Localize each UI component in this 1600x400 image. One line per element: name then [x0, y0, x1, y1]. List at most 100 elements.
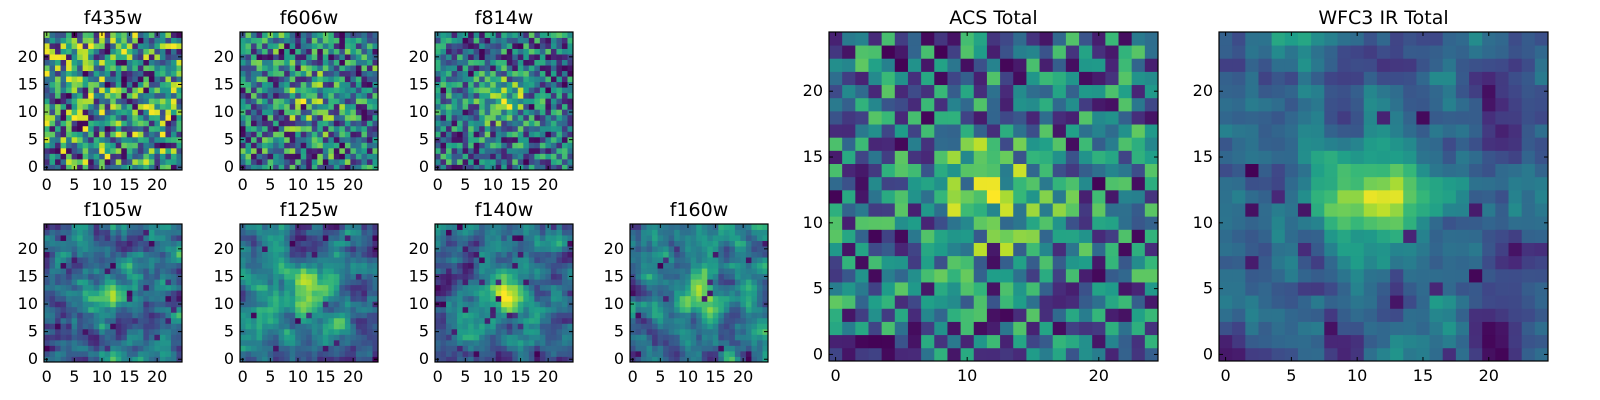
heatmap-cell — [1000, 189, 1014, 204]
heatmap-cell — [154, 48, 161, 55]
heatmap-cell — [451, 76, 458, 83]
heatmap-cell — [126, 76, 133, 83]
heatmap-cell — [501, 65, 508, 72]
heatmap-cell — [66, 295, 72, 302]
heatmap-cell — [674, 306, 681, 313]
heatmap-cell — [534, 273, 541, 280]
heatmap-cell — [1131, 163, 1146, 178]
heatmap-cell — [545, 125, 552, 132]
heatmap-cell — [121, 251, 128, 258]
heatmap-cell — [829, 308, 843, 322]
heatmap-cell — [143, 356, 150, 363]
heatmap-cell — [55, 131, 61, 138]
heatmap-cell — [284, 92, 291, 99]
heatmap-cell — [855, 150, 869, 164]
heatmap-cell — [556, 295, 563, 302]
heatmap-cell — [333, 356, 340, 363]
heatmap-cell — [350, 109, 357, 116]
heatmap-cell — [855, 334, 869, 349]
heatmap-cell — [712, 334, 719, 341]
heatmap-cell — [300, 76, 307, 83]
heatmap-cell — [366, 273, 373, 280]
heatmap-cell — [170, 284, 177, 291]
heatmap-cell — [740, 339, 747, 346]
heatmap-cell — [333, 229, 340, 236]
heatmap-cell — [712, 229, 719, 236]
heatmap-cell — [490, 87, 497, 94]
heatmap-cell — [121, 65, 128, 72]
heatmap-cell — [435, 290, 441, 297]
heatmap-cell — [115, 48, 122, 55]
heatmap-cell — [663, 295, 670, 302]
heatmap-cell — [333, 290, 340, 297]
heatmap-cell — [646, 317, 653, 324]
heatmap-cell — [350, 70, 357, 77]
heatmap-cell — [723, 257, 730, 264]
heatmap-cell — [344, 125, 351, 132]
heatmap-cell — [99, 65, 106, 72]
heatmap-cell — [696, 273, 703, 280]
heatmap-cell — [99, 235, 106, 241]
heatmap-cell — [240, 312, 246, 319]
heatmap-cell — [295, 235, 302, 241]
heatmap-cell — [986, 255, 1001, 270]
heatmap-cell — [60, 120, 67, 127]
heatmap-cell — [435, 120, 441, 127]
heatmap-cell — [55, 153, 61, 160]
x-tick-label: 5 — [265, 367, 275, 386]
heatmap-cell — [1026, 229, 1040, 243]
heatmap-cell — [366, 279, 373, 286]
heatmap-cell — [517, 301, 524, 308]
heatmap-cell — [729, 257, 736, 264]
heatmap-cell — [506, 54, 513, 60]
heatmap-cell — [495, 268, 502, 275]
heatmap-cell — [284, 109, 291, 116]
heatmap-cell — [512, 65, 519, 72]
heatmap-cell — [567, 92, 574, 99]
heatmap-cell — [484, 54, 491, 60]
heatmap-cell — [240, 37, 246, 44]
heatmap-cell — [501, 279, 508, 286]
heatmap-cell — [707, 345, 714, 352]
heatmap-cell — [712, 290, 719, 297]
heatmap-cell — [440, 65, 447, 72]
heatmap-cell — [829, 189, 843, 204]
heatmap-cell — [473, 251, 480, 258]
heatmap-cell — [668, 224, 675, 230]
heatmap-cell — [567, 70, 574, 77]
heatmap-cell — [306, 246, 313, 252]
heatmap-cell — [262, 262, 268, 269]
heatmap-cell — [132, 98, 139, 105]
heatmap-cell — [55, 98, 61, 105]
heatmap-cell — [701, 268, 708, 275]
heatmap-cell — [1131, 229, 1146, 243]
heatmap-cell — [556, 76, 563, 83]
heatmap-cell — [534, 81, 541, 88]
heatmap-cell — [512, 54, 519, 60]
heatmap-cell — [115, 92, 122, 99]
heatmap-cell — [512, 92, 519, 99]
heatmap-cell — [366, 306, 373, 313]
heatmap-cell — [1039, 150, 1054, 164]
heatmap-cell — [110, 240, 117, 247]
heatmap-cell — [679, 312, 686, 319]
heatmap-cell — [528, 136, 535, 143]
heatmap-cell — [484, 32, 491, 38]
heatmap-cell — [501, 153, 508, 160]
heatmap-cell — [652, 251, 658, 258]
heatmap-cell — [170, 125, 177, 132]
heatmap-cell — [82, 345, 89, 352]
heatmap-cell — [1065, 189, 1080, 204]
heatmap-cell — [462, 251, 469, 258]
heatmap-cell — [517, 334, 524, 341]
heatmap-cell — [446, 224, 452, 230]
x-tick-label: 5 — [265, 175, 275, 194]
heatmap-cell — [311, 257, 318, 264]
heatmap-cell — [528, 301, 535, 308]
heatmap-cell — [170, 142, 177, 149]
heatmap-cell — [451, 65, 458, 72]
heatmap-cell — [126, 328, 133, 335]
heatmap-cell — [685, 306, 692, 313]
heatmap-cell — [1144, 176, 1159, 191]
heatmap-cell — [176, 290, 183, 297]
